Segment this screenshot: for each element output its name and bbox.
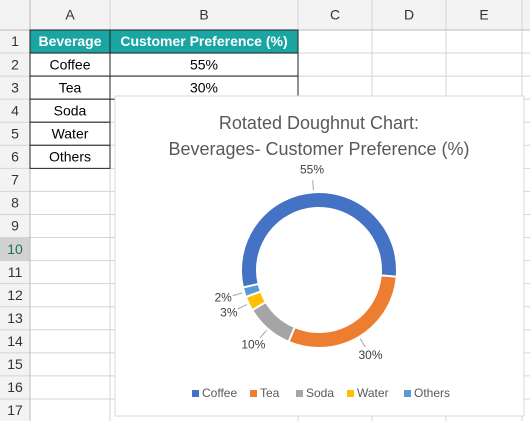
- row-header[interactable]: 17: [7, 402, 23, 418]
- cell-text[interactable]: Others: [49, 149, 91, 165]
- chart-title: Beverages- Customer Preference (%): [168, 139, 469, 159]
- leader-line: [312, 180, 314, 191]
- cell-text[interactable]: Water: [52, 125, 89, 141]
- row-header[interactable]: 4: [11, 102, 19, 118]
- cell-text[interactable]: 55%: [190, 56, 218, 72]
- legend-label: Others: [414, 386, 450, 400]
- row-header[interactable]: 6: [11, 149, 19, 165]
- row-header[interactable]: 15: [7, 356, 23, 372]
- legend-swatch: [347, 390, 354, 397]
- leader-line: [232, 292, 243, 297]
- row-header[interactable]: 14: [7, 333, 23, 349]
- legend-swatch: [250, 390, 257, 397]
- leader-line: [259, 330, 267, 339]
- selected-row-header: [0, 237, 30, 261]
- legend-swatch: [192, 390, 199, 397]
- row-header[interactable]: 3: [11, 79, 19, 95]
- header-text[interactable]: Customer Preference (%): [120, 33, 287, 49]
- row-header[interactable]: 2: [11, 56, 19, 72]
- row-header[interactable]: 5: [11, 125, 19, 141]
- doughnut-slice: [241, 282, 263, 299]
- cell-text[interactable]: Coffee: [50, 56, 91, 72]
- row-header[interactable]: 1: [11, 33, 19, 49]
- chart-area[interactable]: [114, 95, 525, 417]
- cell-text[interactable]: Tea: [59, 79, 82, 95]
- column-header[interactable]: D: [404, 7, 414, 23]
- cell-text[interactable]: 30%: [190, 79, 218, 95]
- row-header[interactable]: 11: [8, 264, 23, 280]
- legend-swatch: [296, 390, 303, 397]
- data-label: 55%: [300, 162, 324, 176]
- column-header[interactable]: B: [199, 7, 208, 23]
- leader-line: [359, 338, 366, 348]
- row-header[interactable]: 16: [7, 379, 23, 395]
- data-label: 30%: [358, 348, 382, 362]
- row-header[interactable]: 10: [7, 241, 23, 257]
- column-header[interactable]: A: [65, 7, 75, 23]
- row-header-bar: [0, 0, 30, 421]
- column-header-bar: [0, 0, 530, 30]
- legend-swatch: [404, 390, 411, 397]
- row-header[interactable]: 7: [11, 172, 19, 188]
- header-text[interactable]: Beverage: [38, 33, 101, 49]
- leader-line: [237, 304, 248, 310]
- row-header[interactable]: 8: [11, 195, 19, 211]
- legend-label: Tea: [260, 386, 280, 400]
- legend-label: Coffee: [202, 386, 237, 400]
- cell-text[interactable]: Soda: [54, 102, 87, 118]
- row-header[interactable]: 9: [11, 218, 19, 234]
- column-header[interactable]: C: [330, 7, 340, 23]
- chart-title: Rotated Doughnut Chart:: [219, 113, 419, 133]
- legend-label: Water: [357, 386, 389, 400]
- cell: [29, 144, 111, 169]
- data-label: 2%: [214, 291, 232, 305]
- data-label: 10%: [241, 338, 265, 352]
- row-header[interactable]: 12: [7, 287, 23, 303]
- data-label: 3%: [220, 305, 238, 319]
- column-header[interactable]: E: [479, 7, 488, 23]
- legend-label: Soda: [306, 386, 334, 400]
- row-header[interactable]: 13: [7, 310, 23, 326]
